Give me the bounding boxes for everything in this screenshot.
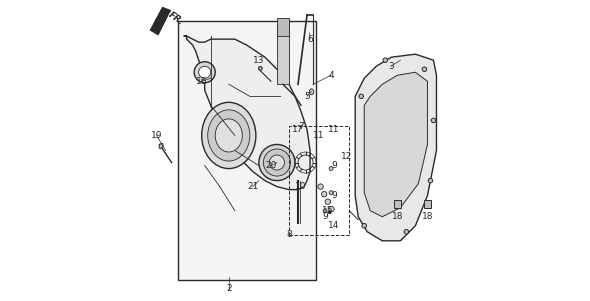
Text: 6: 6 [307,35,313,44]
Ellipse shape [404,229,409,234]
Text: 3: 3 [388,62,394,71]
Text: 11: 11 [329,125,340,134]
Ellipse shape [258,67,262,70]
Ellipse shape [309,89,314,95]
Text: 19: 19 [151,131,162,140]
Ellipse shape [323,209,327,213]
Text: 21: 21 [247,182,258,191]
Bar [277,18,289,36]
Ellipse shape [208,110,250,161]
Text: 13: 13 [253,56,265,65]
Text: 18: 18 [392,212,403,221]
Ellipse shape [194,62,215,83]
Text: 7: 7 [298,122,304,131]
Bar [277,24,289,84]
Bar [289,126,349,235]
Text: 5: 5 [304,92,310,101]
Ellipse shape [428,178,432,183]
Text: 20: 20 [266,161,277,170]
Text: 16: 16 [196,77,208,86]
Ellipse shape [215,119,242,152]
Text: 14: 14 [329,221,340,230]
Ellipse shape [259,144,295,181]
Polygon shape [150,8,170,35]
Text: 17: 17 [292,125,304,134]
Ellipse shape [329,206,334,212]
Text: 9: 9 [331,161,337,170]
Polygon shape [364,72,427,217]
Bar [394,200,401,208]
Ellipse shape [263,149,290,176]
Text: 11: 11 [313,131,325,140]
Polygon shape [183,36,310,190]
Ellipse shape [202,102,256,169]
Ellipse shape [422,67,427,71]
Text: 15: 15 [322,206,334,215]
Ellipse shape [318,184,323,189]
Text: 9: 9 [331,191,337,200]
Ellipse shape [329,191,333,195]
Bar [424,200,431,208]
Text: 2: 2 [226,284,232,293]
Ellipse shape [199,66,211,78]
Text: 4: 4 [328,71,334,80]
Ellipse shape [159,144,163,148]
Ellipse shape [328,211,331,214]
Ellipse shape [322,191,327,197]
Text: 9: 9 [322,212,328,221]
Bar [178,21,316,280]
Text: 10: 10 [295,182,307,191]
Ellipse shape [431,118,436,123]
Polygon shape [355,54,437,241]
Ellipse shape [270,155,284,170]
Text: FR.: FR. [167,11,186,28]
Text: 8: 8 [286,230,292,239]
Ellipse shape [329,167,333,170]
Ellipse shape [362,223,366,228]
Ellipse shape [383,58,388,62]
Text: 12: 12 [340,152,352,161]
Ellipse shape [359,94,363,98]
Text: 18: 18 [422,212,433,221]
Ellipse shape [325,199,330,204]
